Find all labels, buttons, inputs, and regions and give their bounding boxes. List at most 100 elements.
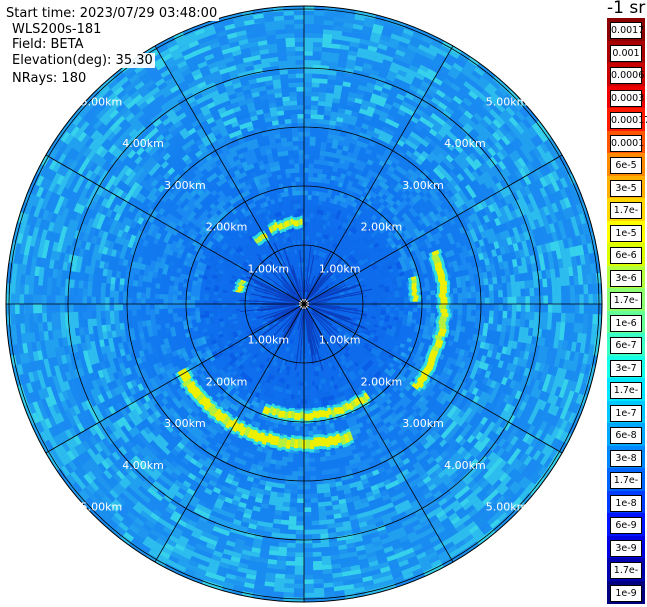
azimuth-spoke bbox=[45, 154, 305, 305]
aerosol-arc-upper bbox=[270, 219, 301, 232]
colorbar-swatch: 0.001 bbox=[607, 40, 645, 64]
range-ring-label: 2.00km bbox=[206, 221, 248, 234]
aerosol-arc-upper-small bbox=[253, 234, 264, 244]
range-ring-label: 3.00km bbox=[402, 179, 444, 192]
colorbar-title: -1 sr bbox=[607, 0, 646, 18]
colorbar-swatch: 0.0006 bbox=[607, 63, 645, 86]
range-ring-label: 4.00km bbox=[122, 459, 164, 472]
aerosol-arc-upper bbox=[268, 218, 303, 234]
colorbar-tick-label: 1.7e-8 bbox=[610, 472, 642, 501]
colorbar-tick-label: 0.0003 bbox=[610, 89, 644, 107]
colorbar-swatch: 3e-9 bbox=[607, 535, 645, 559]
colorbar-tick-label: 0.00017 bbox=[610, 112, 647, 129]
range-ring-label: 3.00km bbox=[164, 417, 206, 430]
ppi-scan-plot: 1.00km 1.00km 1.00km 1.00km 2.00km 2.00km 2.00… bbox=[5, 5, 603, 603]
colorbar-legend: 0.0017 0.001 0.0006 0.0003 0.00017 0.0001 6e-5… bbox=[607, 18, 647, 604]
colorbar-swatch: 3e-7 bbox=[607, 355, 645, 379]
colorbar-tick-label: 6e-8 bbox=[610, 427, 642, 444]
noise-speckle bbox=[6, 6, 602, 602]
aerosol-arc-right bbox=[411, 249, 449, 390]
colorbar-tick-label: 3e-8 bbox=[610, 449, 642, 467]
nrays-text: NRays: 180 bbox=[10, 71, 89, 86]
colorbar-tick-label: 1e-7 bbox=[610, 404, 642, 422]
range-ring-label: 4.00km bbox=[444, 137, 486, 150]
field-text: Field: BETA bbox=[10, 37, 86, 52]
colorbar-tick-label: 3e-7 bbox=[610, 359, 642, 377]
range-ring-label: 1.00km bbox=[319, 262, 361, 275]
start-time-text: Start time: 2023/07/29 03:48:00 bbox=[4, 6, 220, 21]
aerosol-arc-right bbox=[431, 254, 447, 352]
colorbar-swatch: 3e-6 bbox=[607, 265, 645, 289]
colorbar-tick-label: 3e-6 bbox=[610, 269, 642, 287]
aerosol-arc-right-inner bbox=[410, 276, 419, 302]
colorbar-swatch: 1.7e-9 bbox=[607, 558, 645, 591]
colorbar-swatch: 6e-5 bbox=[607, 153, 645, 176]
range-ring-label: 3.00km bbox=[164, 179, 206, 192]
colorbar-swatch: 0.0001 bbox=[607, 130, 645, 154]
colorbar-tick-label: 1e-5 bbox=[610, 224, 642, 242]
colorbar-tick-label: 0.001 bbox=[610, 44, 642, 62]
azimuth-spoke bbox=[154, 45, 305, 305]
colorbar-swatch: 1.7e-5 bbox=[607, 198, 645, 231]
colorbar-swatch: 1.7e-7 bbox=[607, 378, 645, 411]
aerosol-arc-left-small bbox=[237, 281, 245, 286]
colorbar-tick-label: 6e-9 bbox=[610, 517, 642, 534]
colorbar-swatch: 1.7e-6 bbox=[607, 288, 645, 321]
colorbar-swatch: 0.00017 bbox=[607, 108, 647, 131]
colorbar-tick-label: 0.0001 bbox=[610, 134, 644, 152]
colorbar-swatch: 1e-6 bbox=[607, 310, 645, 334]
range-ring-label: 2.00km bbox=[206, 375, 248, 388]
aerosol-arc-lower bbox=[177, 368, 350, 450]
range-ring-label: 5.00km bbox=[486, 95, 528, 108]
azimuth-spoke bbox=[303, 303, 454, 563]
colorbar-tick-label: 1e-9 bbox=[610, 584, 642, 602]
center-crosshair bbox=[298, 298, 310, 310]
azimuth-spoke bbox=[303, 154, 563, 305]
colorbar-swatch: 1e-8 bbox=[607, 490, 645, 514]
colorbar-swatch: 1.7e-8 bbox=[607, 468, 645, 501]
noise-speckle bbox=[199, 199, 404, 409]
azimuth-spoke bbox=[303, 303, 563, 454]
colorbar-tick-label: 1e-8 bbox=[610, 494, 642, 512]
range-ring-label: 1.00km bbox=[248, 334, 290, 347]
range-ring-label: 4.00km bbox=[122, 137, 164, 150]
colorbar-swatch: 6e-8 bbox=[607, 423, 645, 446]
range-ring-label: 4.00km bbox=[444, 459, 486, 472]
range-ring-label: 3.00km bbox=[402, 417, 444, 430]
colorbar-tick-label: 1.7e-9 bbox=[610, 562, 642, 591]
aerosol-arc-upper-small bbox=[257, 233, 268, 242]
range-ring-label: 5.00km bbox=[81, 95, 123, 108]
colorbar-swatch: 1e-5 bbox=[607, 220, 645, 244]
azimuth-spoke bbox=[154, 303, 305, 563]
colorbar-swatch: 6e-6 bbox=[607, 243, 645, 266]
range-ring-label: 5.00km bbox=[81, 501, 123, 514]
range-ring-label: 1.00km bbox=[248, 262, 290, 275]
colorbar-tick-label: 0.0017 bbox=[610, 22, 644, 39]
colorbar-swatch: 1e-9 bbox=[607, 580, 645, 604]
colorbar-tick-label: 3e-5 bbox=[610, 179, 642, 197]
colorbar-tick-label: 0.0006 bbox=[610, 67, 644, 84]
colorbar-swatch: 3e-5 bbox=[607, 175, 645, 199]
colorbar-swatch: 6e-9 bbox=[607, 513, 645, 536]
elevation-text: Elevation(deg): 35.30 bbox=[10, 53, 155, 68]
range-grid bbox=[6, 6, 602, 602]
range-ring-label: 1.00km bbox=[319, 334, 361, 347]
colorbar-tick-label: 3e-9 bbox=[610, 539, 642, 557]
aerosol-arc-lower-inner bbox=[262, 392, 370, 421]
instrument-name-text: WLS200s-181 bbox=[10, 22, 104, 37]
colorbar-swatch: 0.0017 bbox=[607, 18, 645, 41]
colorbar-tick-label: 6e-5 bbox=[610, 157, 642, 174]
colorbar-tick-label: 6e-7 bbox=[610, 337, 642, 354]
noise-speckle bbox=[200, 208, 405, 409]
near-range-streaks bbox=[238, 242, 373, 371]
aerosol-arc-lower-inner bbox=[269, 395, 369, 419]
colorbar-tick-label: 1.7e-5 bbox=[610, 202, 642, 231]
colorbar-tick-label: 6e-6 bbox=[610, 247, 642, 264]
colorbar-swatch: 3e-8 bbox=[607, 445, 645, 469]
range-ring-label: 2.00km bbox=[361, 375, 403, 388]
colorbar-tick-label: 1.7e-6 bbox=[610, 292, 642, 321]
azimuth-spoke bbox=[303, 45, 454, 305]
range-ring-labels: 1.00km 1.00km 1.00km 1.00km 2.00km 2.00km 2.00… bbox=[81, 95, 528, 513]
colorbar-swatch: 1e-7 bbox=[607, 400, 645, 424]
colorbar-swatch: 6e-7 bbox=[607, 333, 645, 356]
